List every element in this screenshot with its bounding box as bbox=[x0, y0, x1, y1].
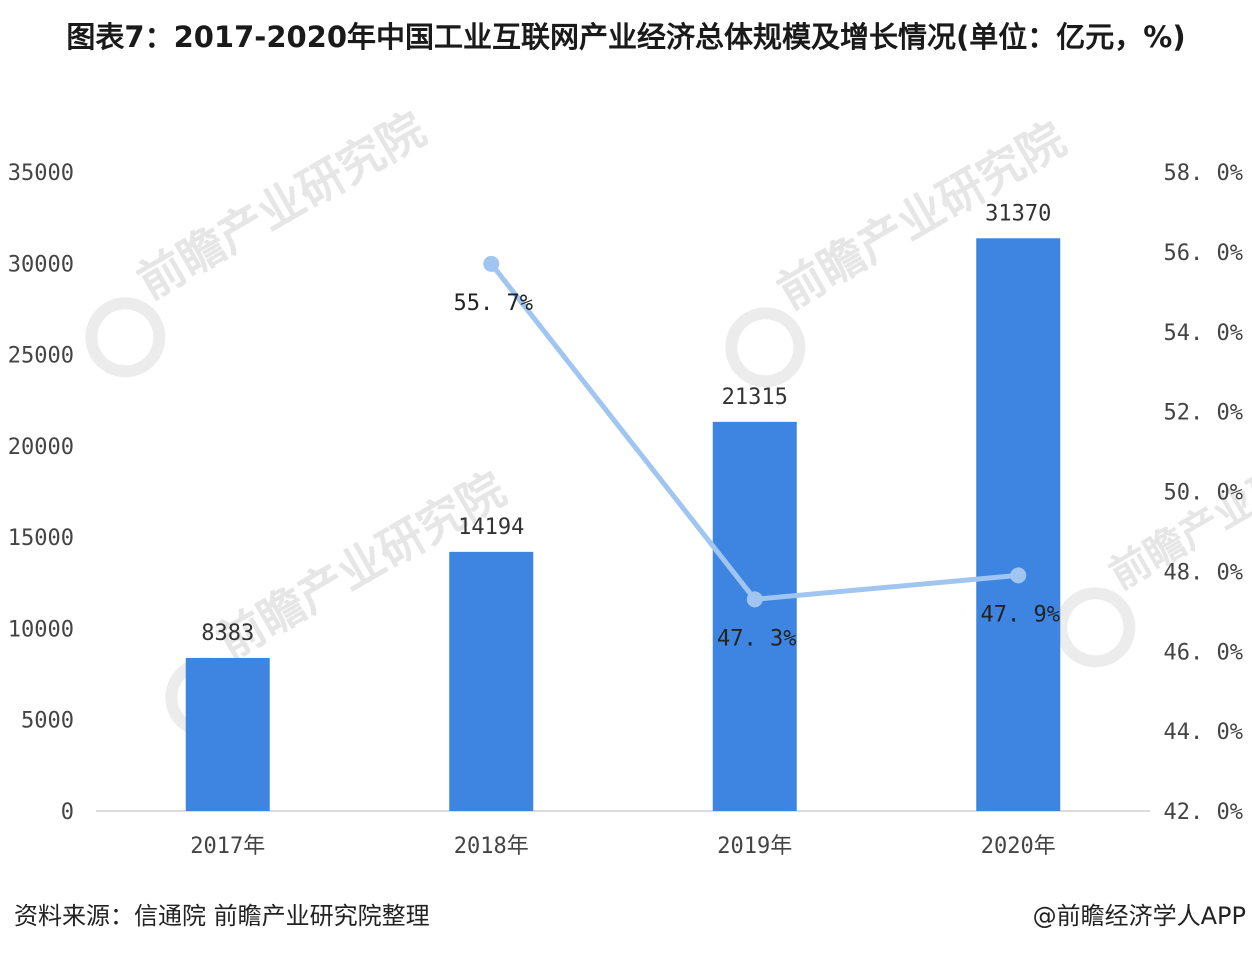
y-left-tick-label: 0 bbox=[61, 800, 74, 825]
data-labels: 8383 14194 21315 31370 55. 7% 47. 3% 47. 9% bbox=[201, 201, 1060, 651]
line-point bbox=[1010, 567, 1027, 584]
watermark-text: 前瞻产业研究院 bbox=[129, 102, 435, 310]
y-right-tick-label: 56. 0% bbox=[1164, 241, 1243, 266]
line-point bbox=[483, 255, 500, 272]
y-left-tick-label: 15000 bbox=[8, 526, 74, 551]
bar-value-label: 21315 bbox=[722, 385, 788, 410]
y-left-tick-label: 25000 bbox=[8, 344, 74, 369]
y-left-tick-label: 20000 bbox=[8, 435, 74, 460]
y-right-tick-label: 48. 0% bbox=[1164, 560, 1243, 585]
y-right-tick-label: 46. 0% bbox=[1164, 640, 1243, 665]
bar-value-label: 31370 bbox=[985, 201, 1051, 226]
line-value-label: 47. 3% bbox=[717, 626, 796, 651]
y-left-tick-label: 35000 bbox=[8, 161, 74, 186]
bar-value-label: 8383 bbox=[201, 621, 254, 646]
bar-series bbox=[185, 238, 1061, 811]
y-right-tick-label: 52. 0% bbox=[1164, 401, 1243, 426]
y-left-tick-label: 10000 bbox=[8, 617, 74, 642]
bar bbox=[449, 551, 534, 811]
bar bbox=[712, 421, 797, 811]
x-tick-label: 2018年 bbox=[454, 834, 529, 859]
y-left-tick-label: 30000 bbox=[8, 252, 74, 277]
watermark-mark: 前瞻产业研究院 bbox=[1055, 419, 1252, 668]
y-right-tick-label: 42. 0% bbox=[1164, 800, 1243, 825]
line-point bbox=[746, 591, 763, 608]
line-value-label: 47. 9% bbox=[981, 602, 1060, 627]
y-right-tick-label: 58. 0% bbox=[1164, 161, 1243, 186]
credit-note: @前瞻经济学人APP bbox=[1032, 902, 1246, 930]
x-tick-label: 2019年 bbox=[717, 834, 792, 859]
y-left-tick-label: 5000 bbox=[21, 709, 74, 734]
bar bbox=[976, 238, 1061, 811]
line-series bbox=[483, 255, 1027, 608]
y-right-tick-label: 54. 0% bbox=[1164, 321, 1243, 346]
y-right-tick-label: 44. 0% bbox=[1164, 720, 1243, 745]
bar bbox=[185, 657, 270, 811]
watermark-mark: 前瞻产业研究院 bbox=[85, 102, 435, 378]
y-right-tick-label: 50. 0% bbox=[1164, 481, 1243, 506]
chart-title: 图表7：2017-2020年中国工业互联网产业经济总体规模及增长情况(单位：亿元… bbox=[66, 20, 1186, 54]
axis-layer: 0 5000 10000 15000 20000 25000 30000 35000 42. 0… bbox=[8, 161, 1243, 859]
bar-value-label: 14194 bbox=[458, 515, 524, 540]
x-tick-label: 2017年 bbox=[190, 834, 265, 859]
source-note: 资料来源：信通院 前瞻产业研究院整理 bbox=[14, 902, 430, 930]
line-value-label: 55. 7% bbox=[454, 291, 533, 316]
x-tick-label: 2020年 bbox=[981, 834, 1056, 859]
